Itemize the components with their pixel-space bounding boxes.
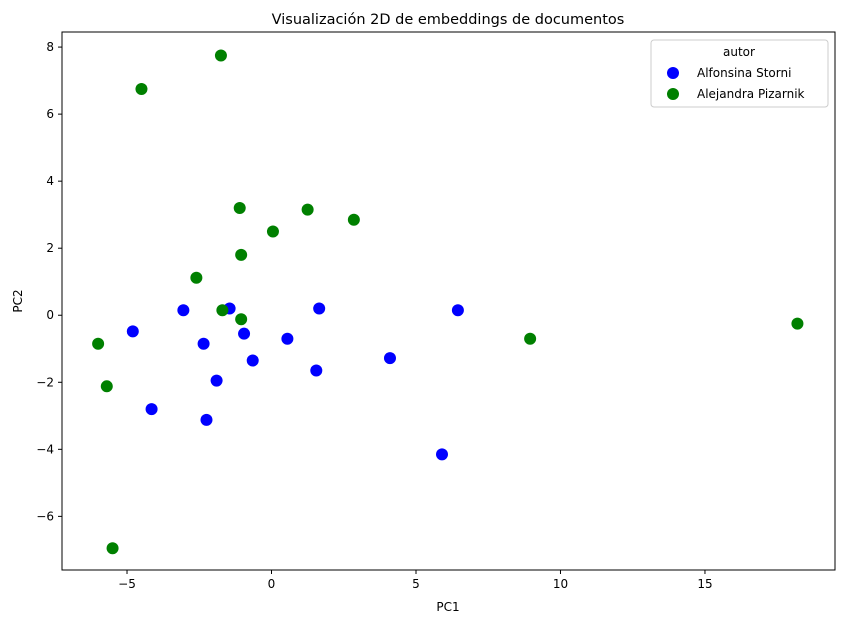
point-alejandra-pizarnik (524, 332, 537, 345)
data-points (92, 49, 804, 555)
point-alejandra-pizarnik (266, 225, 279, 238)
x-tick-label: 5 (412, 577, 420, 591)
point-alfonsina-storni (435, 448, 448, 461)
x-tick-label: 15 (697, 577, 712, 591)
y-tick-label: 8 (46, 40, 54, 54)
y-tick-label: −6 (36, 509, 54, 523)
x-tick-label: −5 (118, 577, 136, 591)
point-alejandra-pizarnik (235, 248, 248, 261)
point-alejandra-pizarnik (135, 82, 148, 95)
point-alfonsina-storni (246, 354, 259, 367)
legend-marker-alejandra-pizarnik (667, 88, 679, 100)
point-alfonsina-storni (313, 302, 326, 315)
plot-frame (61, 31, 836, 571)
point-alfonsina-storni (383, 352, 396, 365)
x-axis-label: PC1 (436, 600, 459, 614)
plot-area (61, 31, 836, 571)
legend-box (650, 39, 829, 108)
chart-title: Visualización 2D de embeddings de docume… (272, 12, 625, 28)
point-alejandra-pizarnik (106, 542, 119, 555)
point-alfonsina-storni (145, 403, 158, 416)
point-alejandra-pizarnik (791, 317, 804, 330)
point-alejandra-pizarnik (214, 49, 227, 62)
legend-label-alfonsina-storni: Alfonsina Storni (697, 66, 791, 80)
point-alfonsina-storni (310, 364, 323, 377)
y-axis-label: PC2 (11, 289, 25, 312)
legend: autor Alfonsina Storni Alejandra Pizarni… (650, 39, 829, 108)
point-alejandra-pizarnik (92, 337, 105, 350)
x-tick-label: 10 (553, 577, 568, 591)
legend-label-alejandra-pizarnik: Alejandra Pizarnik (697, 87, 805, 101)
point-alfonsina-storni (177, 304, 190, 317)
y-tick-label: 2 (46, 241, 54, 255)
point-alfonsina-storni (451, 304, 464, 317)
y-axis: −6 −4 −2 0 2 4 6 8 (36, 40, 62, 523)
point-alfonsina-storni (281, 332, 294, 345)
y-tick-label: 0 (46, 308, 54, 322)
point-alfonsina-storni (197, 337, 210, 350)
point-alejandra-pizarnik (216, 304, 229, 317)
y-tick-label: 6 (46, 107, 54, 121)
y-tick-label: −4 (36, 442, 54, 456)
y-tick-label: 4 (46, 174, 54, 188)
point-alfonsina-storni (238, 327, 251, 340)
point-alfonsina-storni (126, 325, 139, 338)
x-axis: −5 0 5 10 15 (118, 570, 713, 591)
point-alejandra-pizarnik (347, 213, 360, 226)
point-alfonsina-storni (210, 374, 223, 387)
point-alejandra-pizarnik (100, 380, 113, 393)
point-alejandra-pizarnik (301, 203, 314, 216)
legend-title: autor (723, 45, 755, 59)
legend-marker-alfonsina-storni (667, 67, 679, 79)
point-alejandra-pizarnik (235, 313, 248, 326)
y-tick-label: −2 (36, 375, 54, 389)
point-alejandra-pizarnik (233, 201, 246, 214)
point-alfonsina-storni (200, 413, 213, 426)
x-tick-label: 0 (268, 577, 276, 591)
point-alejandra-pizarnik (190, 271, 203, 284)
